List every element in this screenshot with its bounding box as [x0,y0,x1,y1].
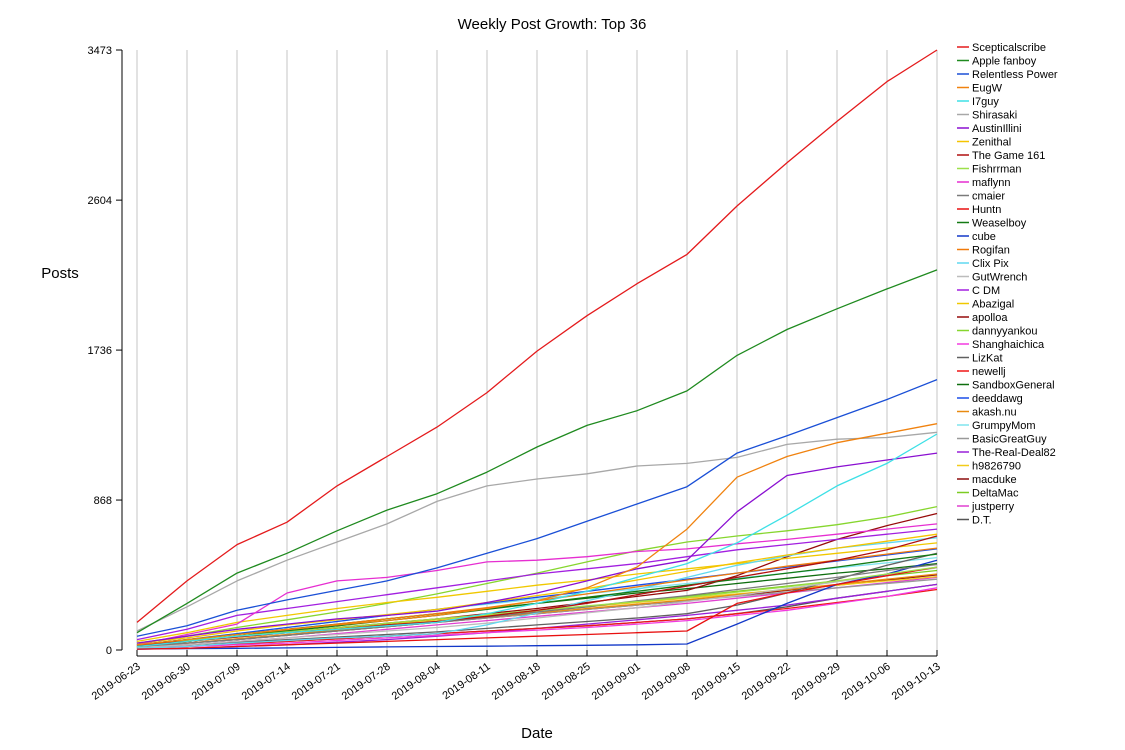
legend-label: I7guy [972,96,999,108]
x-tick-label: 2019-07-14 [240,661,293,703]
x-tick-label: 2019-09-01 [590,661,643,703]
series-line-zenithal [136,533,938,644]
series-lines [136,49,938,650]
y-tick-label: 3473 [88,45,112,57]
legend-label: deeddawg [972,393,1023,405]
series-line-cmaier [136,563,938,648]
series-line-scepticalscribe [136,49,938,623]
y-tick-label: 868 [94,495,112,507]
legend-label: newellj [972,366,1006,378]
legend-label: DeltaMac [972,488,1019,500]
x-tick-label: 2019-09-08 [640,661,693,703]
series-line-shirasaki [136,431,938,632]
x-axis-title: Date [521,725,553,742]
x-tick-label: 2019-09-22 [740,661,793,703]
x-tick-label: 2019-08-04 [390,661,443,703]
x-tick-label: 2019-08-11 [440,661,492,703]
series-line-deeddawg [136,548,938,646]
legend-label: Weaselboy [972,218,1027,230]
legend-label: EugW [972,83,1003,95]
legend-label: SandboxGeneral [972,380,1055,392]
x-tick-label: 2019-07-09 [190,661,243,703]
y-tick-label: 1736 [88,345,112,357]
series-line-abazigal [136,542,938,643]
legend-label: The Game 161 [972,150,1045,162]
legend-label: The-Real-Deal82 [972,447,1056,459]
legend-label: AustinIllini [972,123,1022,135]
x-tick-label: 2019-08-25 [540,661,593,703]
x-tick-label: 2019-07-21 [290,661,343,703]
y-tick-label: 0 [106,645,112,657]
legend-label: Fishrrman [972,164,1022,176]
legend-label: Scepticalscribe [972,42,1046,54]
series-line-austinillini [136,452,938,644]
legend-label: Apple fanboy [972,56,1037,68]
x-tick-label: 2019-09-29 [790,661,843,703]
legend-label: apolloa [972,312,1008,324]
series-line-eugw [136,423,938,646]
legend-label: Shanghaichica [972,339,1045,351]
legend-label: Huntn [972,204,1001,216]
series-line-gutwrench [136,567,938,649]
series-line-cube [136,559,938,650]
series-line-shanghaichica [136,587,938,649]
legend-label: cmaier [972,191,1005,203]
legend-label: Relentless Power [972,69,1058,81]
legend-label: Clix Pix [972,258,1009,270]
legend-label: D.T. [972,515,992,527]
x-tick-label: 2019-10-06 [840,661,893,703]
legend-label: maflynn [972,177,1011,189]
legend-label: Zenithal [972,137,1011,149]
legend-label: Abazigal [972,299,1014,311]
legend-label: C DM [972,285,1000,297]
legend-label: cube [972,231,996,243]
legend-label: h9826790 [972,461,1021,473]
series-line-dannyyankou [136,505,938,644]
series-line-newellj [136,588,938,649]
legend-label: Shirasaki [972,110,1017,122]
series-line-lizkat [136,552,938,649]
legend-label: dannyyankou [972,326,1037,338]
legend-label: Rogifan [972,245,1010,257]
legend-label: GrumpyMom [972,420,1036,432]
legend-label: GutWrench [972,272,1027,284]
legend-label: BasicGreatGuy [972,434,1047,446]
legend-label: LizKat [972,353,1003,365]
x-tick-label: 2019-07-28 [340,661,393,703]
series-line-apple-fanboy [136,269,938,634]
x-tick-label: 2019-09-15 [690,661,743,703]
x-tick-label: 2019-08-18 [490,661,543,703]
series-line-huntn [136,566,938,650]
x-tick-label: 2019-10-13 [890,661,943,703]
y-tick-label: 2604 [88,195,112,207]
legend-label: macduke [972,474,1017,486]
chart-title: Weekly Post Growth: Top 36 [458,16,647,33]
series-line-relentless-power [136,378,938,637]
legend-label: akash.nu [972,407,1017,419]
x-tick-label: 2019-06-30 [140,661,193,703]
series-line-c-dm [136,528,938,641]
y-axis-title: Posts [41,265,79,282]
series-line-i7guy [136,433,938,648]
x-tick-label: 2019-06-23 [90,661,143,703]
legend-label: justperry [971,501,1015,513]
